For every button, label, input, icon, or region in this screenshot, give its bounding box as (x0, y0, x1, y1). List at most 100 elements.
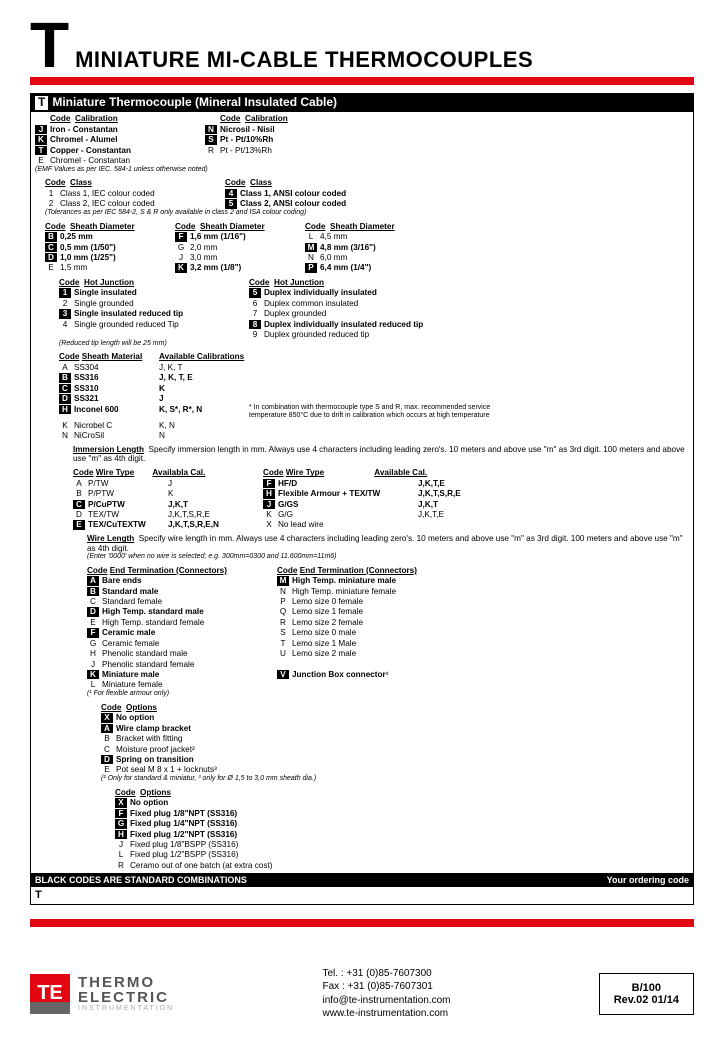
code-row: CMoisture proof jacket² (101, 744, 689, 754)
code-row: N6,0 mm (305, 253, 435, 263)
code-row: RLemo size 2 female (277, 617, 467, 627)
code-row: J3,0 mm (175, 253, 305, 263)
ordering-t: T (31, 887, 693, 904)
code-row: NNiCroSil (59, 431, 159, 441)
code-row: 8Duplex individually insulated reduced t… (249, 319, 469, 329)
header-t-box: T (35, 96, 48, 110)
code-row: KMiniature male (87, 669, 277, 679)
class-section: Code Class 1Class 1, IEC colour coded2Cl… (31, 176, 693, 219)
code-row: DSS321 (59, 394, 159, 404)
code-row: HFixed plug 1/2"NPT (SS316) (115, 829, 689, 839)
code-row: FCeramic male (87, 628, 277, 638)
code-row: VJunction Box connector¹ (277, 669, 467, 679)
material-section: Code Sheath Material Available Calibrati… (31, 350, 693, 443)
code-row: E1,5 mm (45, 263, 175, 273)
contact-info: Tel. : +31 (0)85-7607300 Fax : +31 (0)85… (323, 967, 451, 1021)
code-row: BStandard male (87, 586, 277, 596)
page-title: MINIATURE MI-CABLE THERMOCOUPLES (75, 47, 533, 73)
code-row: ASS304 (59, 362, 159, 372)
code-row: JIron - Constantan (35, 124, 205, 134)
code-row: 1Class 1, IEC colour coded (45, 188, 225, 198)
code-row: P6,4 mm (1/4") (305, 263, 435, 273)
title-row: T MINIATURE MI-CABLE THERMOCOUPLES (30, 20, 694, 73)
red-bar-top (30, 77, 694, 85)
code-row: M4,8 mm (3/16") (305, 242, 435, 252)
code-row: XNo option (101, 713, 689, 723)
class-note: (Tolerances as per IEC 584-2, S & R only… (45, 209, 689, 217)
code-row: PLemo size 0 female (277, 597, 467, 607)
code-row: 9Duplex grounded reduced tip (249, 329, 469, 339)
code-row: SLemo size 0 male (277, 628, 467, 638)
revision-box: B/100 Rev.02 01/14 (599, 973, 694, 1015)
code-row: HInconel 600 (59, 404, 159, 414)
code-row: HPhenolic standard male (87, 649, 277, 659)
code-row: 2Class 2, IEC colour coded (45, 199, 225, 209)
code-row: EChromel - Constantan (35, 155, 205, 165)
code-row: 2Single grounded (59, 298, 249, 308)
code-row: RCeramo out of one batch (at extra cost) (115, 860, 689, 870)
calib-note: (EMF Values as per IEC. 584-1 unless oth… (35, 166, 689, 174)
options2-section: Code Options XNo optionFFixed plug 1/8"N… (31, 785, 693, 872)
code-row: 5Class 2, ANSI colour coded (225, 199, 405, 209)
code-row: XNo option (115, 798, 689, 808)
code-row: EPot seal M 8 x 1 + locknuts³ (101, 765, 689, 775)
code-row: 6Duplex common insulated (249, 298, 469, 308)
code-row: EHigh Temp. standard female (87, 617, 277, 627)
calibration-section: Code Calibration JIron - ConstantanKChro… (31, 112, 693, 176)
footer: TE THERMO ELECTRIC INSTRUMENTATION Tel. … (0, 955, 724, 1041)
code-row: SPt - Pt/10%Rh (205, 135, 375, 145)
code-row: D1,0 mm (1/25") (45, 253, 175, 263)
code-row: DHigh Temp. standard male (87, 607, 277, 617)
hot-note: (Reduced tip length will be 25 mm) (59, 340, 689, 348)
code-row: QLemo size 1 female (277, 607, 467, 617)
code-row: JPhenolic standard female (87, 659, 277, 669)
code-row: GCeramic female (87, 638, 277, 648)
code-row: RPt - Pt/13%Rh (205, 145, 375, 155)
hot-section: Code Hot Junction1Single insulated2Singl… (31, 275, 693, 350)
code-row: MHigh Temp. miniature male (277, 576, 467, 586)
code-row: 4Class 1, ANSI colour coded (225, 188, 405, 198)
code-row: NHigh Temp. miniature female (277, 586, 467, 596)
title-t: T (30, 20, 69, 71)
code-row: 4Single grounded reduced Tip (59, 319, 249, 329)
code-row: NNicrosil - Nisil (205, 124, 375, 134)
code-row: TLemo size 1 Male (277, 638, 467, 648)
wirelength-section: Wire Length Specify wire length in mm. A… (31, 532, 693, 563)
header-title: Miniature Thermocouple (Mineral Insulate… (52, 96, 337, 110)
code-row: KChromel - Alumel (35, 135, 205, 145)
sheath-section: Code Sheath DiameterB0,25 mmC0,5 mm (1/5… (31, 219, 693, 275)
code-row: K3,2 mm (1/8") (175, 263, 305, 273)
red-bar-bottom (30, 919, 694, 927)
code-row: B0,25 mm (45, 232, 175, 242)
logo: TE THERMO ELECTRIC INSTRUMENTATION (30, 974, 174, 1014)
code-row: JFixed plug 1/8"BSPP (SS316) (115, 839, 689, 849)
code-row: AWire clamp bracket (101, 723, 689, 733)
code-row: TCopper - Constantan (35, 145, 205, 155)
immersion-section: Immersion Length Specify immersion lengt… (31, 443, 693, 466)
code-row: DSpring on transition (101, 754, 689, 764)
main-panel: T Miniature Thermocouple (Mineral Insula… (30, 93, 694, 905)
code-row: LFixed plug 1/2"BSPP (SS316) (115, 850, 689, 860)
code-row: ABare ends (87, 576, 277, 586)
code-row: 3Single insulated reduced tip (59, 309, 249, 319)
code-row: GFixed plug 1/4"NPT (SS316) (115, 819, 689, 829)
code-row: FFixed plug 1/8"NPT (SS316) (115, 808, 689, 818)
options1-section: Code Options XNo optionAWire clamp brack… (31, 700, 693, 785)
ordering-label: Your ordering code (607, 875, 689, 885)
code-row: L4,5 mm (305, 232, 435, 242)
standard-note-strip: BLACK CODES ARE STANDARD COMBINATIONS Yo… (31, 873, 693, 887)
code-row: BSS316 (59, 373, 159, 383)
code-row: C0,5 mm (1/50") (45, 242, 175, 252)
code-row: CStandard female (87, 597, 277, 607)
code-row: ULemo size 2 male (277, 649, 467, 659)
wiretype-section: Code Wire Type Availabla Cal.AP/TWJBP/PT… (31, 466, 693, 533)
code-row: LMiniature female (87, 680, 277, 690)
code-row: BBracket with fitting (101, 734, 689, 744)
code-row: KNicrobel C (59, 420, 159, 430)
code-row: G2,0 mm (175, 242, 305, 252)
code-row: 5Duplex individually insulated (249, 288, 469, 298)
panel-header: T Miniature Thermocouple (Mineral Insula… (31, 94, 693, 112)
code-row: F1,6 mm (1/16") (175, 232, 305, 242)
code-row: CSS310 (59, 383, 159, 393)
code-row: 1Single insulated (59, 288, 249, 298)
